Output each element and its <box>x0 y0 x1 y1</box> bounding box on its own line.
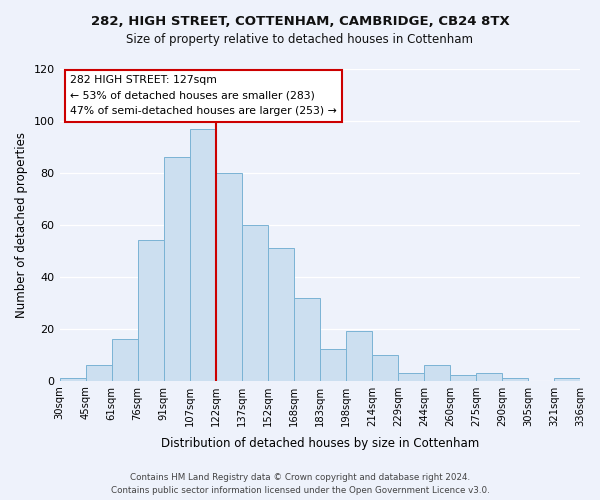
Bar <box>554 378 580 380</box>
Bar <box>86 365 112 380</box>
X-axis label: Distribution of detached houses by size in Cottenham: Distribution of detached houses by size … <box>161 437 479 450</box>
Text: 282, HIGH STREET, COTTENHAM, CAMBRIDGE, CB24 8TX: 282, HIGH STREET, COTTENHAM, CAMBRIDGE, … <box>91 15 509 28</box>
Bar <box>268 248 294 380</box>
Bar <box>215 173 242 380</box>
Bar <box>476 373 502 380</box>
Bar <box>190 128 215 380</box>
Bar <box>398 373 424 380</box>
Bar <box>450 376 476 380</box>
Text: Contains HM Land Registry data © Crown copyright and database right 2024.
Contai: Contains HM Land Registry data © Crown c… <box>110 474 490 495</box>
Bar <box>346 332 372 380</box>
Bar <box>424 365 450 380</box>
Text: 282 HIGH STREET: 127sqm
← 53% of detached houses are smaller (283)
47% of semi-d: 282 HIGH STREET: 127sqm ← 53% of detache… <box>70 75 337 116</box>
Bar <box>242 225 268 380</box>
Bar <box>59 378 86 380</box>
Bar <box>294 298 320 380</box>
Bar <box>372 354 398 380</box>
Bar <box>320 350 346 380</box>
Y-axis label: Number of detached properties: Number of detached properties <box>15 132 28 318</box>
Bar <box>164 158 190 380</box>
Bar <box>502 378 528 380</box>
Bar <box>112 339 137 380</box>
Bar <box>137 240 164 380</box>
Text: Size of property relative to detached houses in Cottenham: Size of property relative to detached ho… <box>127 32 473 46</box>
